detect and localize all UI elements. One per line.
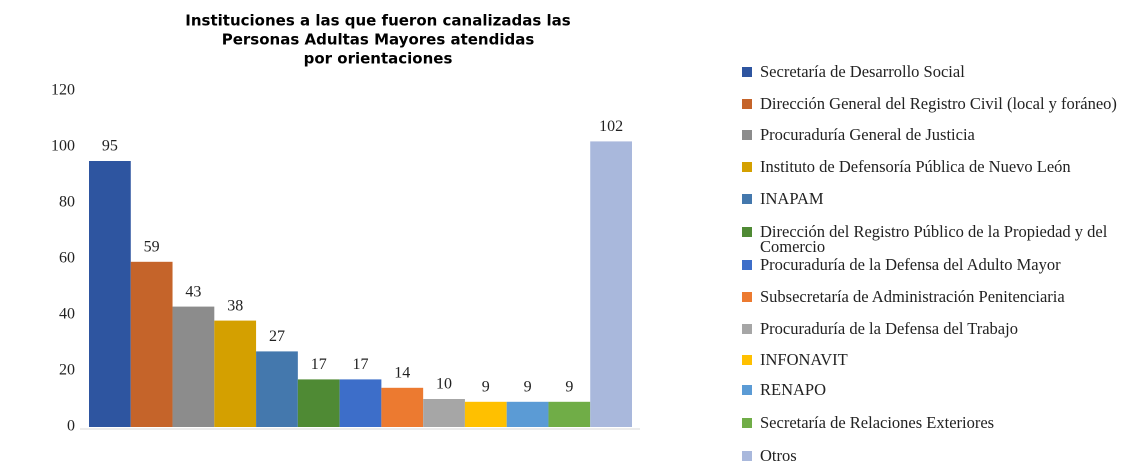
legend-label: Procuraduría de la Defensa del Trabajo (760, 319, 1018, 338)
bar (130, 261, 173, 427)
legend-item: Secretaría de Desarrollo Social (742, 62, 1122, 81)
legend-swatch (742, 260, 752, 270)
bar (590, 141, 632, 427)
value-label: 17 (353, 356, 369, 373)
legend-swatch (742, 194, 752, 204)
bar (214, 320, 257, 427)
legend-swatch (742, 99, 752, 109)
legend-swatch (742, 67, 752, 77)
legend-item: Procuraduría de la Defensa del Adulto Ma… (742, 255, 1122, 274)
legend-label: Dirección del Registro Público de la Pro… (760, 222, 1108, 256)
legend-label: Secretaría de Desarrollo Social (760, 62, 965, 81)
value-label: 43 (185, 283, 201, 300)
bar (506, 401, 549, 427)
legend-label: Otros (760, 446, 797, 465)
bar (381, 387, 424, 427)
legend-label: INFONAVIT (760, 350, 848, 369)
legend-swatch (742, 418, 752, 428)
y-tick-label: 60 (59, 250, 75, 267)
y-tick-label: 100 (51, 138, 75, 155)
legend-item: Procuraduría de la Defensa del Trabajo (742, 319, 1122, 338)
legend-label: RENAPO (760, 380, 827, 399)
y-tick-label: 20 (59, 362, 75, 379)
value-label: 9 (482, 378, 490, 395)
value-label: 9 (565, 378, 573, 395)
value-label: 9 (524, 378, 532, 395)
legend-label: Procuraduría General de Justicia (760, 125, 975, 144)
value-label: 38 (227, 297, 243, 314)
legend-item: Instituto de Defensoría Pública de Nuevo… (742, 157, 1122, 176)
y-tick-label: 120 (51, 82, 75, 99)
legend-label: INAPAM (760, 189, 824, 208)
value-label: 10 (436, 376, 452, 393)
bar (297, 379, 340, 427)
chart-title: Instituciones a las que fueron canalizad… (185, 12, 570, 30)
legend-swatch (742, 227, 752, 237)
legend-swatch (742, 162, 752, 172)
bar (464, 401, 507, 427)
value-label: 102 (599, 118, 623, 135)
bar (256, 351, 298, 427)
legend-item: RENAPO (742, 380, 1122, 399)
chart-title: por orientaciones (304, 50, 453, 68)
bar (172, 306, 215, 427)
legend-swatch (742, 292, 752, 302)
bar (423, 399, 465, 427)
value-label: 27 (269, 328, 285, 345)
y-tick-label: 40 (59, 306, 75, 323)
legend-item: Procuraduría General de Justicia (742, 125, 1122, 144)
value-label: 17 (311, 356, 327, 373)
legend-item: Subsecretaría de Administración Penitenc… (742, 287, 1122, 306)
legend-label: Dirección General del Registro Civil (lo… (760, 94, 1117, 113)
legend-item: Dirección del Registro Público de la Pro… (742, 222, 1122, 256)
legend-swatch (742, 355, 752, 365)
y-tick-label: 0 (67, 418, 75, 435)
legend-swatch (742, 385, 752, 395)
value-label: 95 (102, 138, 118, 155)
chart-title: Personas Adultas Mayores atendidas (222, 31, 535, 49)
legend-label: Procuraduría de la Defensa del Adulto Ma… (760, 255, 1061, 274)
legend-item: Otros (742, 446, 1122, 465)
legend-label: Subsecretaría de Administración Penitenc… (760, 287, 1065, 306)
legend-item: INAPAM (742, 189, 1122, 208)
value-label: 59 (144, 238, 160, 255)
value-label: 14 (394, 364, 410, 381)
legend-item: Dirección General del Registro Civil (lo… (742, 94, 1122, 113)
legend-item: INFONAVIT (742, 350, 1122, 369)
bar (89, 161, 131, 427)
chart: Instituciones a las que fueron canalizad… (51, 12, 640, 435)
bar (339, 379, 382, 427)
legend-label: Instituto de Defensoría Pública de Nuevo… (760, 157, 1071, 176)
legend-swatch (742, 451, 752, 461)
y-tick-label: 80 (59, 194, 75, 211)
bar (548, 401, 591, 427)
legend-label: Secretaría de Relaciones Exteriores (760, 413, 995, 432)
legend-swatch (742, 324, 752, 334)
legend-item: Secretaría de Relaciones Exteriores (742, 413, 1122, 432)
legend-swatch (742, 130, 752, 140)
